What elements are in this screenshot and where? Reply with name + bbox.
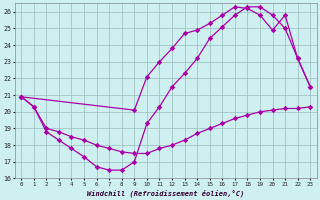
X-axis label: Windchill (Refroidissement éolien,°C): Windchill (Refroidissement éolien,°C) xyxy=(87,189,244,197)
